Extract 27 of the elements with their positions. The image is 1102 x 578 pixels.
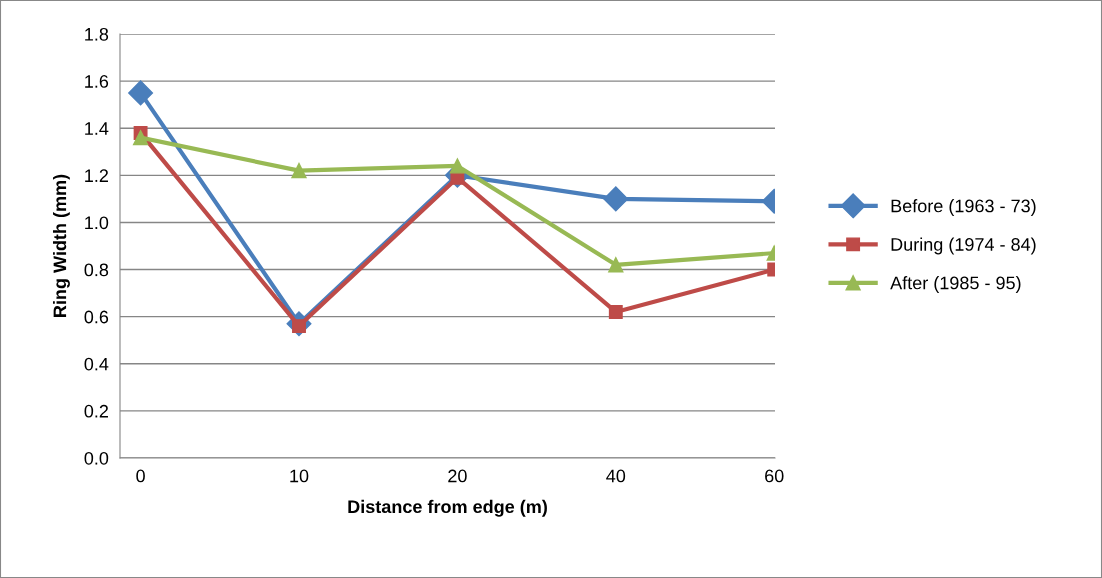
point: [603, 186, 629, 212]
y-tick-label: 0.4: [84, 357, 109, 371]
y-tick-label: 0.6: [84, 310, 109, 324]
point: [132, 130, 149, 146]
x-tick-label: 0: [136, 469, 145, 483]
legend-label: Before (1963 - 73): [891, 199, 1036, 216]
y-tick-label: 0.0: [84, 451, 109, 465]
legend-label: During (1974 - 84): [891, 237, 1036, 255]
legend-label: After (1985 - 95): [890, 276, 1021, 293]
y-tick-label: 1.0: [85, 216, 109, 230]
x-tick-label: 60: [765, 469, 784, 483]
y-tick-label: 0.2: [84, 404, 108, 418]
y-tick-label: 1.2: [85, 169, 108, 182]
y-axis-title: Ring Width (mm): [52, 174, 70, 317]
x-tick-label: 40: [606, 469, 626, 483]
point: [291, 162, 307, 179]
y-tick-label: 1.8: [85, 27, 109, 41]
y-tick-label: 1.4: [85, 122, 109, 135]
point: [449, 158, 466, 174]
point: [608, 305, 623, 319]
point: [128, 80, 154, 106]
point: [608, 257, 624, 273]
y-tick-label: 1.6: [85, 75, 109, 88]
x-tick-label: 10: [290, 469, 309, 483]
x-tick-label: 20: [448, 469, 467, 483]
x-axis-title: Distance from edge (m): [348, 499, 547, 517]
y-tick-label: 0.8: [84, 263, 109, 277]
